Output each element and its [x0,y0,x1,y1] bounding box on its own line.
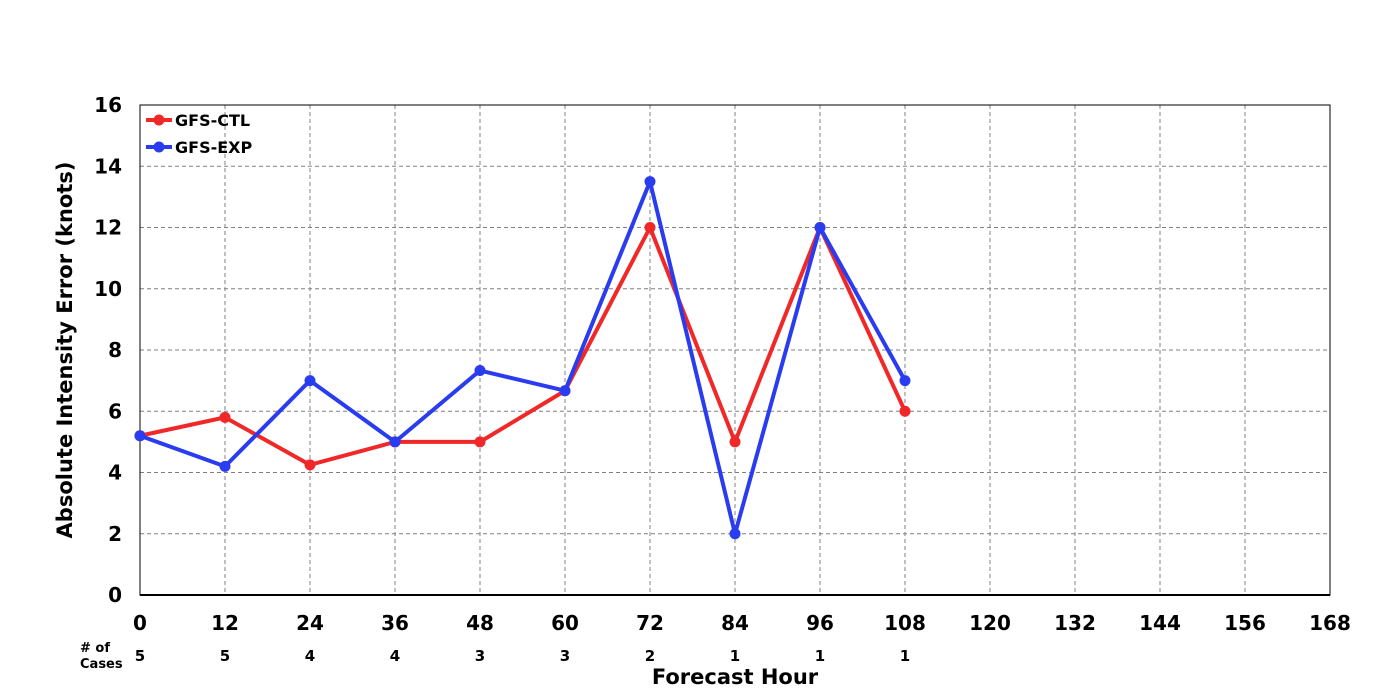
cases-count-108: 1 [900,647,910,665]
data-point-gfs-exp-0 [134,430,146,442]
legend: GFS-CTL GFS-EXP [146,111,252,157]
x-tick-label-96: 96 [806,611,834,635]
y-tick-label-2: 2 [108,522,122,546]
legend-item-gfs-ctl: GFS-CTL [146,111,250,130]
legend-marker-gfs-exp [153,141,165,153]
legend-marker-gfs-ctl [153,114,165,126]
cases-count-24: 4 [305,647,315,665]
x-tick-label-24: 24 [296,611,324,635]
x-axis-title: Forecast Hour [652,665,819,689]
y-tick-label-16: 16 [94,93,122,117]
x-tick-label-120: 120 [969,611,1011,635]
y-tick-label-14: 14 [94,154,122,178]
cases-count-36: 4 [390,647,400,665]
cases-count-72: 2 [645,647,655,665]
cases-label-line1: # of [80,641,110,656]
series-gfs-ctl [134,222,911,471]
y-tick-label-4: 4 [108,461,122,485]
data-point-gfs-ctl-84 [729,436,741,448]
grid-lines [140,105,1330,595]
series-line-gfs-ctl [139,225,907,467]
x-tick-label-84: 84 [721,611,749,635]
legend-item-gfs-exp: GFS-EXP [146,138,252,157]
x-tick-label-60: 60 [551,611,579,635]
x-tick-label-156: 156 [1224,611,1266,635]
x-tick-label-168: 168 [1309,611,1351,635]
cases-row: # of Cases 5 5 4 4 3 3 2 1 1 1 [80,641,910,672]
y-tick-labels: 0 2 4 6 8 10 12 14 16 [94,93,122,607]
legend-label-gfs-exp: GFS-EXP [175,138,252,157]
data-point-gfs-exp-12 [219,460,231,472]
cases-count-12: 5 [220,647,230,665]
data-point-gfs-exp-96 [814,222,826,233]
data-point-gfs-ctl-12 [219,411,231,423]
x-tick-labels: 0 12 24 36 48 60 72 84 96 108 120 132 144 156 168 [133,611,1351,635]
x-tick-label-132: 132 [1054,611,1096,635]
data-point-gfs-exp-84 [729,528,741,540]
x-tick-label-36: 36 [381,611,409,635]
y-tick-label-6: 6 [108,399,122,423]
data-point-gfs-ctl-48 [474,436,486,448]
legend-label-gfs-ctl: GFS-CTL [175,111,250,130]
x-tick-label-144: 144 [1139,611,1181,635]
data-point-gfs-exp-72 [644,176,656,188]
y-tick-label-8: 8 [108,338,122,362]
data-point-gfs-ctl-108 [899,405,911,417]
y-tick-label-10: 10 [94,277,122,301]
cases-label-line2: Cases [80,657,123,672]
y-axis-title: Absolute Intensity Error (knots) [53,162,77,539]
data-point-gfs-exp-48 [474,365,486,377]
cases-count-0: 5 [135,647,145,665]
data-point-gfs-ctl-72 [644,222,656,233]
x-tick-label-12: 12 [211,611,239,635]
series-gfs-exp [134,176,911,540]
y-tick-label-0: 0 [108,583,122,607]
x-tick-label-72: 72 [636,611,664,635]
series-lines [134,176,911,540]
y-tick-label-12: 12 [94,216,122,240]
data-point-gfs-exp-60 [559,385,571,397]
data-point-gfs-exp-24 [304,375,316,387]
data-point-gfs-exp-108 [899,375,911,387]
x-tick-label-48: 48 [466,611,494,635]
x-tick-label-0: 0 [133,611,147,635]
cases-count-48: 3 [475,647,485,665]
data-point-gfs-ctl-24 [304,459,316,471]
cases-count-84: 1 [730,647,740,665]
cases-count-96: 1 [815,647,825,665]
data-point-gfs-exp-36 [389,436,401,448]
x-tick-label-108: 108 [884,611,926,635]
series-line-gfs-exp [139,179,907,536]
cases-count-60: 3 [560,647,570,665]
